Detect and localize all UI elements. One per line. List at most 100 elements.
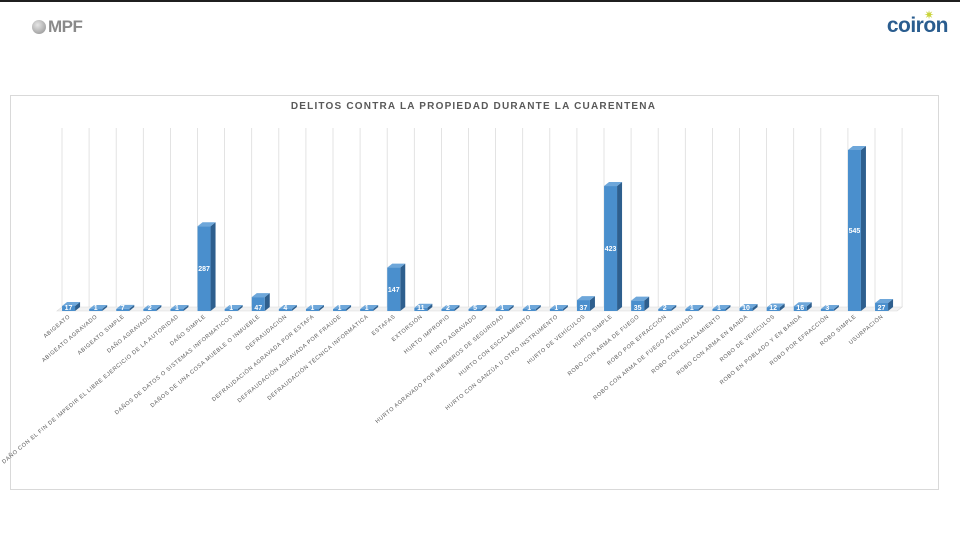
bar-top [224,305,243,309]
bar-side [617,182,623,311]
category-label: DEFRAUDACIÓN AGRAVADA POR ESTAFA [211,313,316,403]
category-label: ROBO CON ARMA DE FUEGO ATENUADO [593,314,696,401]
bar-side [291,305,297,311]
bar-side [264,293,270,311]
bar-side [589,296,595,311]
bar-top [847,146,866,150]
bar-side [156,305,162,311]
bar-side [454,305,460,311]
bar-top [360,305,379,309]
bar [116,308,130,311]
bar-top [739,304,758,309]
bar [89,309,103,311]
bar-top [549,305,568,309]
bar-value-label: 1 [175,305,179,312]
bar [197,226,211,311]
bar [305,309,319,311]
bar-value-label: 1 [554,305,558,312]
bar-side [752,304,758,311]
bar-value-label: 1 [717,305,721,312]
bar [495,309,509,311]
bar [522,309,536,311]
bar-value-label: 7 [121,305,125,312]
category-label: ESTAFAS [371,314,397,337]
bar-top [604,182,623,187]
bar [658,309,672,311]
bar-side [481,305,487,311]
bar-top [305,305,324,309]
bar-value-label: 4 [283,305,287,312]
chart-title: DELITOS CONTRA LA PROPIEDAD DURANTE LA C… [290,101,657,112]
bar-value-label: 2 [446,305,450,312]
bar-side [698,305,704,311]
bar-top [468,305,487,309]
bar [333,309,347,311]
bar [170,309,184,311]
bar [712,309,726,311]
bar-top [793,302,812,307]
bar [766,307,780,311]
bar-top [820,305,839,309]
bar-value-label: 2 [663,305,667,312]
bar-value-label: 2 [148,305,152,312]
bar [847,150,861,311]
bar-value-label: 287 [198,266,210,273]
bar-side [833,305,839,311]
top-border-line [0,0,960,2]
bar-top [495,305,514,309]
bar-value-label: 5 [473,305,477,312]
bar-value-label: 3 [825,305,829,312]
mpf-logo: MPF [32,16,83,38]
bar-top [576,296,595,301]
coiron-logo-text: coiron [886,14,949,37]
bar [360,309,374,311]
coiron-star-icon: ✷ [923,8,934,22]
bar-side [75,301,81,311]
bar-top [685,305,704,309]
bar-value-label: 11 [417,305,425,312]
category-label: ABIGEATO SIMPLE [77,314,126,357]
bar [875,303,889,311]
bar-side [779,303,785,311]
bar [576,300,590,311]
bar-side [237,305,243,311]
bar-side [508,305,514,311]
bar-top [116,304,135,309]
bar [631,300,645,311]
bar-top [522,305,541,309]
bar [143,309,157,311]
bar-side [535,305,541,311]
coiron-logo: ✷ coiron [886,8,949,40]
bar-top [441,305,460,309]
bar [604,186,618,311]
bar [251,297,265,311]
bar-top [143,305,162,309]
bar-value-label: 37 [580,305,588,312]
category-label: ROBO DE VEHÍCULOS [718,313,776,363]
category-label: DAÑO AGRAVADO [106,313,153,354]
bar-value-label: 1 [690,305,694,312]
bar [441,309,455,311]
bar-value-label: 1 [500,305,504,312]
bar-value-label: 1 [338,305,342,312]
bar-top [197,222,216,227]
bar [278,309,292,311]
bar-value-label: 423 [605,246,617,253]
category-label: DAÑO CON EL FIN DE IMPEDIR EL LIBRE EJER… [1,313,181,465]
category-label: ABIGEATO AGRAVADO [41,314,99,364]
bar [820,309,834,311]
bar-top [631,296,650,301]
category-label: HURTO AGRAVADO POR MIEMBROS DE SEGURIDAD [375,314,506,425]
bar [224,309,238,311]
bar-side [427,303,433,311]
bar-side [644,296,650,311]
bar-value-label: 1 [365,305,369,312]
bar-value-label: 1 [527,305,531,312]
bar-side [400,263,406,311]
bar-side [725,305,731,311]
bar [793,306,807,311]
bar-side [860,146,866,311]
bar-value-label: 16 [796,305,804,312]
bar-value-label: 47 [254,305,262,312]
